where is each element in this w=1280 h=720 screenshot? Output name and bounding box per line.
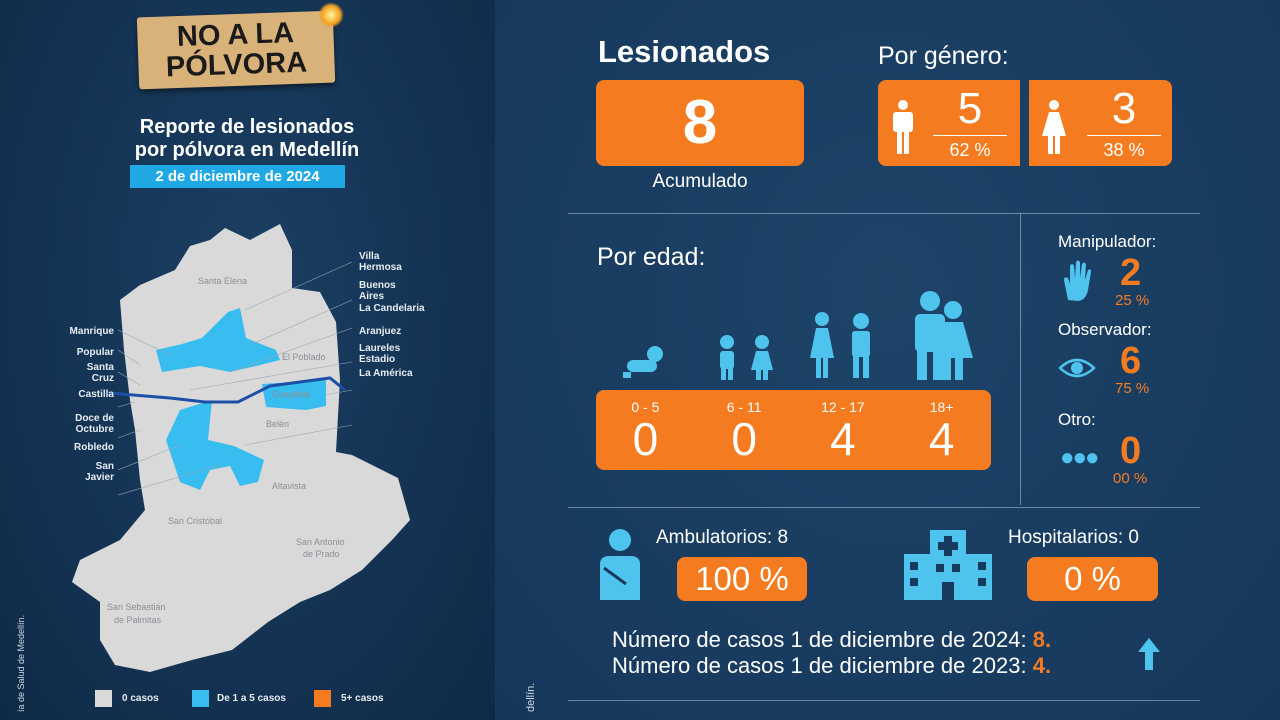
left-panel: NO A LA PÓLVORA Reporte de lesionados po… [0,0,495,720]
ambulatory-label: Ambulatorios: 8 [656,527,789,548]
dots-icon: ●●● [1060,444,1099,471]
map-label: San Cristóbal [168,516,222,526]
legend-swatch-1 [192,690,209,707]
adults-icon [915,291,973,380]
role-other: Otro: ●●● 0 00 % [1058,410,1148,487]
age-group-3: 18+ 4 [928,399,955,465]
female-count: 3 [1111,84,1137,133]
male-count: 5 [957,84,983,133]
map-label: Belén [266,419,289,429]
divider [568,213,1200,214]
map-label: San Antonio [296,537,345,547]
map-right-labels: Villa Hermosa Buenos Aires La Candelaria… [359,251,425,379]
injured-title: Lesionados [598,34,771,69]
injured-patient-icon [600,529,640,600]
age-group-1: 6 - 11 0 [726,399,762,465]
map-label: San Sebastián [107,602,166,612]
eye-icon [1058,358,1096,378]
map-label: de Prado [303,549,340,559]
male-pct: 62 % [949,140,991,160]
arrow-up-icon [1138,638,1160,670]
report-title: Reporte de lesionados por pólvora en Med… [134,116,360,161]
map-label: Santa Elena [198,276,247,286]
age-icons [623,291,973,380]
hospital-icon [904,530,992,600]
age-title: Por edad: [597,243,706,271]
role-observer: Observador: 6 75 % [1058,320,1152,397]
divider [1020,213,1021,505]
injured-caption: Acumulado [652,171,748,192]
map-left-labels: Manrique Popular Santa Cruz Castilla Doc… [69,326,114,483]
source-note-right: dellín. [525,682,537,712]
map-label: de Palmitas [114,615,162,625]
ambulatory-pct-box: 100 % [677,557,807,601]
teenagers-icon [810,312,870,378]
divider [568,700,1200,701]
region-1-5-cases-south [166,400,264,490]
injured-total: 8 [682,88,718,157]
divider [568,507,1200,508]
region-1-5-cases-north [156,308,280,372]
role-manipulator: Manipulador: 2 25 % [1058,232,1157,309]
female-pct: 38 % [1103,140,1145,160]
female-icon [1042,100,1066,154]
source-note: ía de Salud de Medellín. [16,614,26,712]
baby-icon [623,346,663,378]
legend-swatch-2 [314,690,331,707]
legend-swatch-0 [95,690,112,707]
leader-lines [117,261,353,496]
male-icon [893,100,913,154]
region-1-5-cases-guayabal [262,380,326,410]
map-label: Altavista [272,481,306,491]
map-label: El Poblado [282,352,326,362]
injured-total-box: 8 [596,80,804,166]
spark-icon [318,2,344,28]
gender-title: Por género: [878,42,1009,70]
children-icon [720,335,773,380]
gender-male-box: 5 62 % [878,80,1020,166]
report-date: 2 de diciembre de 2024 [130,165,345,188]
hospital-label: Hospitalarios: 0 [1008,527,1139,548]
map-label: Guayabal [272,389,311,399]
comparison: Número de casos 1 de diciembre de 2024: … [612,627,1052,678]
hand-icon [1064,260,1091,301]
gender-female-box: 3 38 % [1029,80,1172,166]
map-outline [72,224,410,672]
medellin-map: Santa Elena El Poblado Guayabal Belén Al… [72,224,410,672]
map-legend: 0 casos De 1 a 5 casos 5+ casos [95,690,384,707]
age-group-2: 12 - 17 4 [821,399,865,465]
medellin-river [107,376,346,404]
hospital-pct-box: 0 % [1027,557,1158,601]
